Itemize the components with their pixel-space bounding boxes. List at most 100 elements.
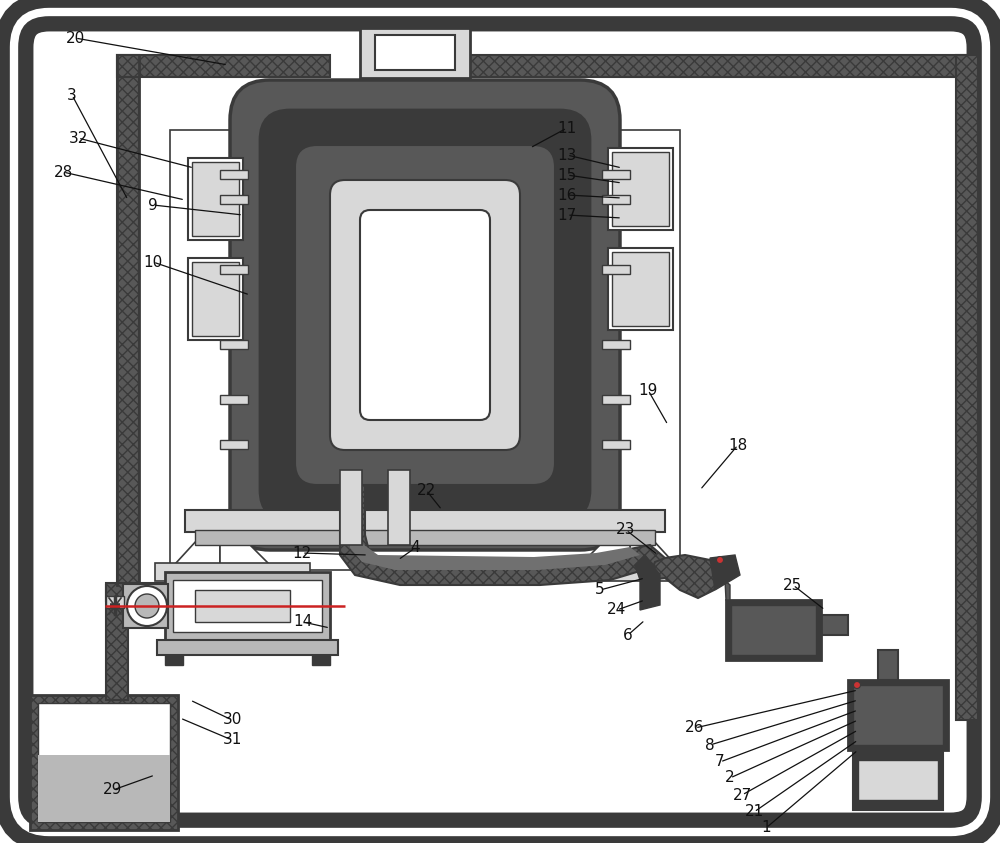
Bar xyxy=(117,55,139,585)
Text: 9: 9 xyxy=(148,197,158,212)
Text: 23: 23 xyxy=(616,523,636,538)
Polygon shape xyxy=(220,515,270,565)
Text: 22: 22 xyxy=(416,482,436,497)
Bar xyxy=(602,265,630,274)
Bar xyxy=(312,655,330,665)
Bar xyxy=(848,680,948,750)
Bar xyxy=(38,755,170,822)
Bar xyxy=(602,395,630,404)
Text: 12: 12 xyxy=(292,545,312,561)
Polygon shape xyxy=(340,470,665,585)
Bar xyxy=(173,580,322,632)
Text: 28: 28 xyxy=(53,164,73,180)
Bar xyxy=(602,170,630,179)
Bar xyxy=(185,510,665,532)
Polygon shape xyxy=(648,555,718,598)
Text: 16: 16 xyxy=(557,187,577,202)
Circle shape xyxy=(127,586,167,626)
Text: 31: 31 xyxy=(222,733,242,748)
Bar xyxy=(165,655,183,665)
Text: 26: 26 xyxy=(685,721,705,735)
Text: 1: 1 xyxy=(761,820,771,835)
FancyBboxPatch shape xyxy=(360,210,490,420)
Bar xyxy=(858,760,938,800)
Bar xyxy=(188,158,243,240)
FancyBboxPatch shape xyxy=(230,80,620,550)
Text: 15: 15 xyxy=(557,168,577,182)
Bar xyxy=(540,563,695,581)
Text: 20: 20 xyxy=(65,30,85,46)
Bar xyxy=(123,584,168,628)
Bar xyxy=(853,685,943,745)
Polygon shape xyxy=(821,615,848,635)
Text: 25: 25 xyxy=(783,577,803,593)
Bar xyxy=(956,55,978,720)
Bar xyxy=(192,162,239,236)
Bar xyxy=(726,600,821,660)
Text: 30: 30 xyxy=(222,712,242,728)
Bar xyxy=(220,440,248,449)
FancyBboxPatch shape xyxy=(330,180,520,450)
Text: 13: 13 xyxy=(557,148,577,163)
FancyBboxPatch shape xyxy=(295,145,555,485)
Bar xyxy=(375,35,455,70)
Bar xyxy=(602,340,630,349)
Bar xyxy=(155,563,310,581)
Bar xyxy=(340,470,362,545)
Text: 10: 10 xyxy=(143,255,163,270)
Bar xyxy=(195,530,655,545)
Bar xyxy=(195,590,290,622)
Text: 4: 4 xyxy=(410,540,420,556)
Bar xyxy=(608,248,673,330)
Bar xyxy=(220,340,248,349)
Circle shape xyxy=(854,681,860,689)
Bar xyxy=(853,750,943,810)
Text: 29: 29 xyxy=(103,782,123,797)
FancyBboxPatch shape xyxy=(260,110,590,520)
Bar xyxy=(460,55,978,77)
Text: 11: 11 xyxy=(557,121,577,136)
Bar xyxy=(612,152,669,226)
Bar xyxy=(117,55,330,77)
Bar xyxy=(165,572,330,640)
Polygon shape xyxy=(635,555,660,610)
Text: 32: 32 xyxy=(68,131,88,146)
Circle shape xyxy=(135,594,159,618)
Bar xyxy=(602,195,630,204)
Bar xyxy=(731,605,816,655)
Text: 7: 7 xyxy=(715,754,725,770)
Polygon shape xyxy=(580,515,630,565)
Bar xyxy=(360,28,470,78)
Bar xyxy=(170,130,680,570)
FancyBboxPatch shape xyxy=(14,12,986,832)
Polygon shape xyxy=(165,515,220,575)
Polygon shape xyxy=(350,475,640,570)
Text: 2: 2 xyxy=(725,771,735,786)
Bar xyxy=(192,262,239,336)
Bar xyxy=(30,695,178,830)
Bar xyxy=(220,265,248,274)
Text: 18: 18 xyxy=(728,438,748,453)
Bar xyxy=(106,585,128,700)
Polygon shape xyxy=(718,575,730,600)
Text: 21: 21 xyxy=(744,804,764,819)
Text: 8: 8 xyxy=(705,738,715,753)
Bar xyxy=(157,640,338,655)
Text: 5: 5 xyxy=(595,583,605,598)
Text: 19: 19 xyxy=(638,383,658,398)
Text: 24: 24 xyxy=(607,603,627,618)
Bar xyxy=(38,703,170,822)
Bar xyxy=(612,252,669,326)
Bar xyxy=(220,195,248,204)
Bar xyxy=(188,258,243,340)
Text: 17: 17 xyxy=(557,207,577,223)
Bar xyxy=(608,148,673,230)
Bar xyxy=(602,440,630,449)
Bar xyxy=(220,395,248,404)
Circle shape xyxy=(716,556,724,563)
Text: 3: 3 xyxy=(67,88,77,103)
Text: 27: 27 xyxy=(732,787,752,803)
Bar xyxy=(878,650,898,680)
Polygon shape xyxy=(630,515,685,575)
Bar xyxy=(220,170,248,179)
